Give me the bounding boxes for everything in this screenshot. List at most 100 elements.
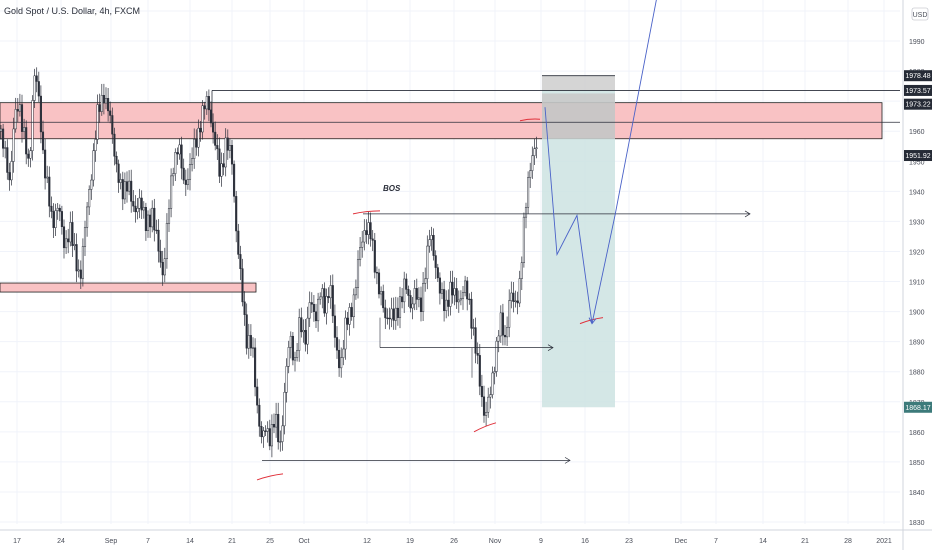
candle-body: [170, 175, 173, 209]
candle: [386, 308, 389, 325]
candle-body: [251, 347, 255, 349]
candle-body: [94, 139, 97, 151]
candle: [455, 277, 458, 309]
candle: [342, 339, 345, 366]
candle-body: [155, 229, 158, 232]
candle-body: [182, 167, 185, 181]
projection-layer: [544, 0, 657, 325]
x-tick-label: 14: [186, 538, 194, 545]
candle: [426, 235, 429, 290]
price-badge-box: [904, 150, 932, 162]
candle-body: [478, 355, 481, 387]
candle: [312, 295, 315, 322]
candles-layer: [0, 67, 538, 458]
candle: [495, 336, 498, 377]
candle-body: [394, 307, 397, 321]
candle: [434, 250, 437, 279]
x-tick-label: 28: [844, 538, 852, 545]
candle-body: [16, 109, 19, 112]
candle: [151, 200, 154, 233]
candle-body: [39, 95, 42, 133]
candle-body: [413, 288, 416, 305]
candle-body: [67, 238, 70, 243]
y-tick-label: 1940: [909, 189, 925, 196]
candle-body: [390, 308, 393, 320]
candle-body: [268, 428, 271, 447]
candle: [331, 274, 334, 324]
candle: [174, 148, 177, 182]
candle-body: [98, 104, 101, 112]
candle: [31, 95, 34, 161]
candle-body: [472, 327, 475, 329]
candle: [432, 228, 435, 261]
candle-body: [340, 357, 343, 369]
candle-body: [516, 300, 519, 304]
candle-body: [331, 285, 334, 317]
candle: [377, 268, 381, 299]
candle-body: [92, 150, 95, 181]
candle-body: [71, 222, 74, 246]
candle-body: [12, 128, 15, 162]
candle: [443, 280, 446, 322]
candle-body: [130, 180, 133, 202]
candle-body: [438, 277, 441, 294]
candle: [39, 85, 42, 144]
candle: [186, 168, 189, 190]
candle: [415, 278, 418, 311]
candle-body: [476, 353, 479, 356]
candle-body: [65, 238, 68, 249]
y-tick-label: 1850: [909, 460, 925, 467]
candle: [430, 226, 433, 251]
candle-body: [489, 394, 492, 398]
candle-body: [314, 311, 318, 322]
candle: [518, 270, 521, 308]
candle: [272, 413, 276, 434]
candle-body: [207, 96, 210, 111]
candle-body: [325, 296, 328, 314]
candle: [258, 398, 261, 437]
candle-body: [291, 335, 294, 361]
candle: [277, 402, 280, 450]
candle: [510, 281, 513, 309]
candle: [449, 270, 452, 316]
candle-body: [138, 197, 141, 209]
candle-body: [335, 337, 339, 351]
candle: [90, 174, 93, 200]
y-tick-label: 1920: [909, 249, 925, 256]
candle-body: [193, 138, 196, 159]
candle: [352, 288, 355, 329]
currency-badge[interactable]: USD: [911, 7, 929, 21]
candle: [392, 297, 395, 330]
candle-body: [18, 104, 21, 112]
candle: [197, 119, 200, 157]
candle: [262, 426, 265, 448]
candle-body: [495, 340, 498, 372]
candle: [222, 153, 225, 176]
candle-body: [348, 307, 351, 325]
candle-body: [119, 179, 122, 183]
candle-body: [426, 245, 429, 280]
candle-body: [58, 207, 61, 212]
candle-body: [48, 176, 51, 207]
candle-body: [493, 371, 496, 374]
candle: [104, 87, 108, 110]
candle-body: [468, 298, 471, 301]
candle: [291, 332, 294, 366]
candle: [281, 415, 284, 451]
candle-body: [14, 109, 17, 130]
candle: [356, 250, 360, 299]
candle-body: [453, 288, 456, 296]
candle: [335, 326, 339, 359]
x-tick-label: 19: [406, 538, 414, 545]
candle-body: [117, 163, 120, 183]
candle: [207, 89, 210, 122]
candle: [35, 67, 38, 93]
candle: [178, 138, 181, 160]
candle: [344, 310, 347, 360]
candle: [25, 120, 28, 165]
candle-body: [140, 197, 143, 211]
candle-body: [312, 304, 315, 312]
